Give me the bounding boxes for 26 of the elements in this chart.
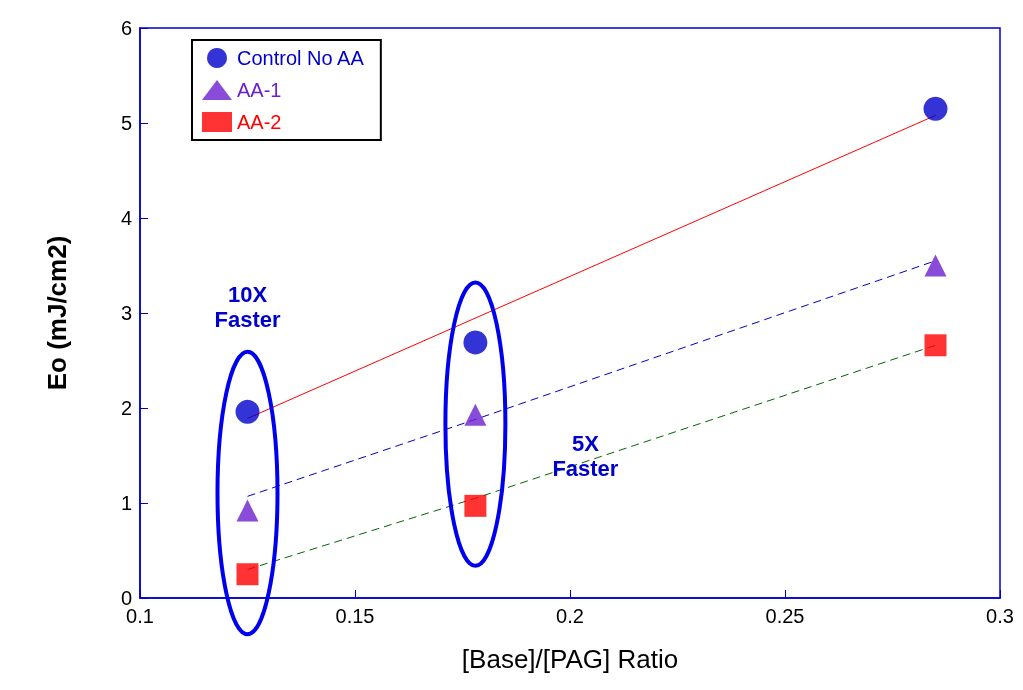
point: [464, 494, 487, 517]
x-tick-label: 0.25: [765, 605, 805, 627]
point: [235, 399, 260, 424]
y-tick-label: 5: [120, 112, 132, 134]
x-axis-title: [Base]/[PAG] Ratio: [461, 644, 679, 674]
x-tick-label: 0.2: [556, 605, 584, 627]
point: [923, 96, 948, 121]
y-tick-label: 2: [120, 397, 132, 419]
x-tick-label: 0.15: [335, 605, 375, 627]
y-axis-title: Eo (mJ/cm2): [42, 235, 72, 391]
annotation: 5X Faster: [552, 430, 619, 482]
point: [463, 330, 488, 355]
annotation: 10X Faster: [214, 281, 281, 333]
point: [924, 254, 947, 277]
y-tick-label: 4: [120, 207, 132, 229]
legend-label: Control No AA: [237, 47, 365, 69]
y-tick-label: 3: [120, 302, 132, 324]
point: [236, 499, 259, 522]
legend-label: AA-2: [237, 111, 282, 133]
y-tick-label: 1: [120, 492, 132, 514]
point: [464, 403, 487, 426]
y-tick-label: 6: [120, 17, 132, 39]
point: [236, 563, 259, 586]
x-tick-label: 0.3: [986, 605, 1014, 627]
legend-label: AA-1: [237, 79, 282, 101]
point: [924, 334, 947, 357]
